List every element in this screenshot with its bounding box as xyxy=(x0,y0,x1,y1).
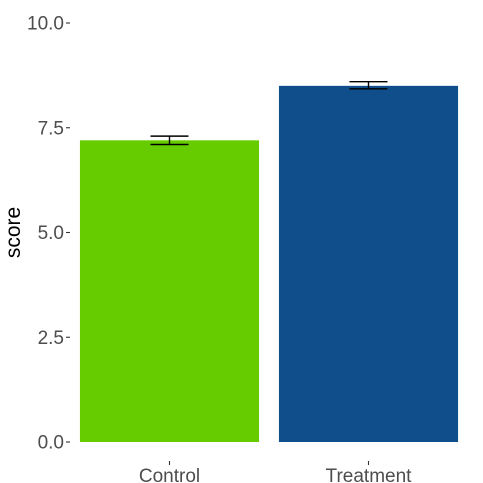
bars xyxy=(79,85,459,442)
y-axis: 0.0 2.5 5.0 7.5 10.0 xyxy=(27,14,70,454)
x-axis: Control Treatment xyxy=(139,461,412,483)
y-tick-label: 2.5 xyxy=(38,328,64,349)
y-tick-label: 0.0 xyxy=(38,433,64,454)
bar-control xyxy=(79,140,260,442)
error-bars xyxy=(150,80,388,146)
x-tick-label-treatment: Treatment xyxy=(326,466,413,483)
y-tick-label: 5.0 xyxy=(38,223,64,244)
x-tick-label-control: Control xyxy=(139,466,200,483)
bar-treatment xyxy=(278,85,459,442)
y-axis-title: score xyxy=(2,207,25,258)
y-tick-label: 7.5 xyxy=(38,118,64,139)
y-tick-label: 10.0 xyxy=(27,14,64,35)
